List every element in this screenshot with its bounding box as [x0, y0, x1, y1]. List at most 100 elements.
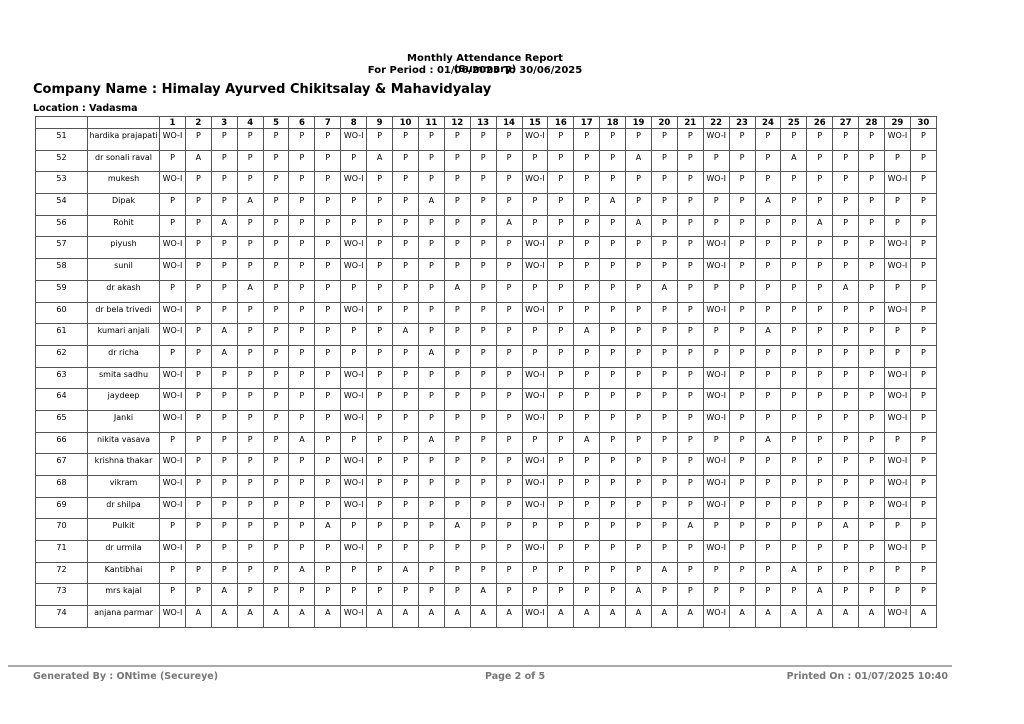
day-header: 11 [417, 116, 445, 129]
attendance-cell: P [650, 301, 678, 325]
attendance-cell: P [366, 475, 394, 498]
employee-row: 65 Janki WO-I P P P P P P WO-I P P P P P P WO-I P P P P P P WO-… [34, 409, 938, 433]
employee-name: jaydeep [87, 388, 161, 411]
attendance-cell: P [676, 279, 704, 303]
employee-id: 54 [34, 193, 89, 216]
attendance-cell: P [288, 496, 316, 520]
day-header: 15 [521, 116, 549, 129]
attendance-cell: P [806, 518, 834, 542]
attendance-cell: P [236, 475, 264, 498]
attendance-cell: P [728, 149, 756, 173]
day-header: 1 [159, 116, 186, 129]
attendance-cell: P [417, 540, 445, 563]
attendance-cell: P [676, 475, 704, 498]
attendance-cell: P [547, 193, 575, 216]
day-header: 29 [883, 116, 911, 129]
attendance-cell: P [210, 518, 238, 542]
employee-id: 71 [34, 540, 89, 563]
day-header: 19 [625, 116, 652, 129]
attendance-cell: P [858, 323, 885, 346]
attendance-cell: P [780, 193, 808, 216]
employee-id: 58 [34, 258, 89, 281]
attendance-cell: P [340, 583, 368, 607]
attendance-cell: P [392, 475, 419, 498]
attendance-cell: WO-I [159, 409, 186, 433]
attendance-cell: P [832, 323, 860, 346]
day-header: 6 [288, 116, 316, 129]
employee-row: 51 hardika prajapati WO-I P P P P P P WO-I P P P P P P W… [34, 128, 938, 151]
attendance-cell: P [676, 583, 704, 607]
attendance-cell: A [858, 605, 885, 628]
attendance-cell: P [469, 409, 497, 433]
attendance-cell: A [650, 605, 678, 628]
attendance-cell: P [366, 193, 394, 216]
attendance-cell: P [184, 475, 212, 498]
attendance-cell: WO-I [702, 366, 730, 390]
attendance-cell: P [806, 431, 834, 455]
employee-id: 59 [34, 279, 89, 303]
employee-row: 72 Kantibhai P P P P P A P P P A P P P P P P P P P A P P P P A P P P P… [34, 561, 938, 585]
attendance-cell: P [495, 149, 523, 173]
attendance-cell: P [314, 128, 342, 151]
attendance-cell: P [184, 409, 212, 433]
attendance-cell: A [469, 583, 497, 607]
attendance-cell: P [443, 214, 471, 238]
attendance-cell: A [288, 605, 316, 628]
attendance-cell: WO-I [340, 236, 368, 260]
attendance-cell: P [650, 344, 678, 368]
attendance-cell: P [210, 366, 238, 390]
day-header: 17 [573, 116, 601, 129]
attendance-cell: A [443, 518, 471, 542]
attendance-cell: WO-I [702, 236, 730, 260]
attendance-cell: P [599, 496, 627, 520]
attendance-cell: P [210, 409, 238, 433]
attendance-cell: WO-I [883, 409, 911, 433]
attendance-cell: P [236, 236, 264, 260]
attendance-cell: P [262, 344, 290, 368]
attendance-cell: P [340, 323, 368, 346]
attendance-cell: P [495, 453, 523, 476]
attendance-cell: A [780, 605, 808, 628]
day-header: 16 [547, 116, 575, 129]
attendance-cell: A [314, 605, 342, 628]
attendance-cell: P [625, 540, 652, 563]
attendance-cell: P [443, 366, 471, 390]
attendance-cell: P [573, 128, 601, 151]
day-header: 7 [314, 116, 342, 129]
attendance-cell: P [366, 279, 394, 303]
attendance-cell: P [754, 583, 782, 607]
attendance-cell: P [650, 171, 678, 195]
attendance-cell: WO-I [702, 540, 730, 563]
attendance-cell: P [392, 518, 419, 542]
attendance-cell: A [806, 214, 834, 238]
location: Location : Vadasma [33, 103, 138, 114]
attendance-cell: P [417, 518, 445, 542]
attendance-cell: P [883, 583, 911, 607]
attendance-cell: WO-I [340, 366, 368, 390]
employee-row: 53 mukesh WO-I P P P P P P WO-I P P P P P P WO-I P P P P P P WO… [34, 171, 938, 195]
page-number: Page 2 of 5 [485, 671, 546, 682]
attendance-cell: P [909, 409, 938, 433]
employee-name: dr shilpa [87, 496, 161, 520]
attendance-cell: P [754, 301, 782, 325]
employee-id: 74 [34, 605, 89, 628]
attendance-cell: P [392, 409, 419, 433]
attendance-cell: P [832, 431, 860, 455]
attendance-cell: P [314, 301, 342, 325]
attendance-cell: P [650, 540, 678, 563]
attendance-cell: P [754, 236, 782, 260]
attendance-cell: P [314, 475, 342, 498]
day-header: 3 [210, 116, 238, 129]
attendance-cell: A [599, 605, 627, 628]
attendance-cell: P [340, 561, 368, 585]
attendance-cell: P [159, 561, 186, 585]
attendance-cell: P [469, 388, 497, 411]
employee-row: 63 smita sadhu WO-I P P P P P P WO-I P P P P P P WO-I P P P… [34, 366, 938, 390]
attendance-cell: P [547, 214, 575, 238]
attendance-cell: WO-I [521, 409, 549, 433]
attendance-cell: P [417, 496, 445, 520]
attendance-cell: P [858, 214, 885, 238]
attendance-cell: WO-I [159, 301, 186, 325]
attendance-cell: WO-I [340, 475, 368, 498]
